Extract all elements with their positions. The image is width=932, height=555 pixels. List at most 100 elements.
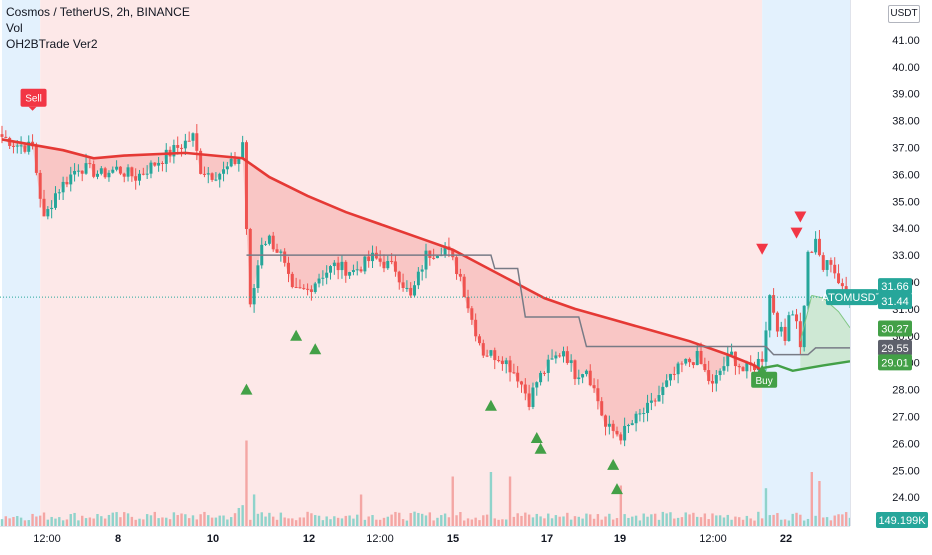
volume-bar: [107, 514, 111, 526]
candle-body: [672, 373, 676, 375]
candle-body: [294, 287, 298, 289]
candle-body: [390, 261, 394, 263]
time-axis-bg: [0, 526, 850, 550]
price-tag-stop: 29.55: [881, 343, 909, 355]
candle-body: [416, 271, 420, 286]
volume-bar: [283, 517, 286, 526]
buy-triangle-marker: [607, 458, 620, 470]
candle-body: [53, 193, 57, 208]
candle-body: [699, 350, 703, 364]
candle-body: [821, 255, 825, 270]
candle-body: [393, 261, 397, 272]
volume-bar: [138, 518, 141, 526]
candle-body: [814, 238, 818, 253]
price-tag-buy-upper: 30.27: [881, 324, 909, 336]
volume-bar: [596, 514, 600, 526]
candle-body: [69, 174, 73, 185]
volume-bar: [535, 513, 538, 526]
candle-body: [256, 265, 260, 289]
volume-bar: [191, 515, 195, 526]
candles: [0, 124, 852, 447]
candle-body: [15, 145, 19, 147]
candle-body: [145, 173, 149, 175]
price-tick-label: 26.00: [892, 438, 920, 450]
currency-button[interactable]: USDT: [888, 5, 920, 23]
candle-body: [753, 365, 757, 371]
sell-signal-box: [20, 88, 47, 107]
candle-body: [523, 384, 527, 394]
indicator-oh2btrade-label[interactable]: OH2BTrade Ver2: [6, 37, 98, 51]
candle-body: [588, 370, 592, 386]
volume-bar: [443, 513, 447, 526]
indicator-vol-label[interactable]: Vol: [6, 21, 23, 35]
price-tick-label: 37.00: [892, 143, 920, 155]
volume-bar: [363, 519, 367, 526]
candle-body: [27, 141, 31, 152]
sell-signal-pointer: [28, 106, 37, 111]
volume-bar: [336, 517, 340, 526]
volume-bar: [390, 514, 393, 526]
price-tag-buy-support: 29.01: [881, 357, 909, 369]
symbol-price-tag: ATOMUSDT: [822, 292, 883, 304]
candle-body: [248, 229, 252, 305]
volume-bar: [256, 513, 260, 526]
candle-body: [825, 260, 829, 270]
candle-body: [371, 252, 375, 262]
volume-bar: [111, 512, 114, 526]
candle-body: [455, 257, 459, 274]
volume-tag-bg: [876, 512, 928, 528]
candle-body: [829, 260, 833, 265]
candle-body: [38, 172, 42, 199]
volume-bar: [413, 511, 416, 526]
volume-bar: [543, 518, 546, 526]
candle-body: [466, 296, 470, 309]
volume-bar: [669, 512, 672, 526]
volume-bar: [673, 518, 676, 526]
volume-bar: [23, 520, 27, 526]
candle-body: [92, 164, 96, 177]
time-tick-label: 12:00: [699, 533, 727, 545]
candle-body: [57, 192, 61, 194]
candle-body: [73, 170, 77, 175]
volume-bar: [65, 519, 69, 526]
candle-body: [772, 295, 776, 313]
candle-body: [206, 173, 210, 175]
volume-bar: [19, 517, 23, 526]
volume-bar: [176, 515, 179, 526]
volume-bar: [210, 517, 214, 526]
volume-bar: [478, 520, 481, 526]
candle-body: [298, 287, 302, 289]
volume-bar: [0, 519, 4, 526]
candle-body: [592, 385, 596, 389]
volume-bar: [321, 520, 325, 526]
price-axis[interactable]: 42.0041.0040.0039.0038.0037.0036.0035.00…: [850, 0, 932, 550]
candle-body: [172, 145, 176, 157]
symbol-title[interactable]: Cosmos / TetherUS, 2h, BINANCE: [6, 5, 190, 19]
candle-body: [493, 350, 497, 361]
candle-body: [42, 198, 46, 217]
candle-body: [336, 262, 340, 271]
stop-line: [246, 254, 850, 356]
candle-body: [225, 166, 229, 170]
volume-bar: [627, 517, 630, 526]
volume-bar: [764, 488, 768, 526]
sell-signal-label: Sell: [25, 94, 42, 105]
symbol-price-tag-bg: [826, 289, 878, 306]
candle-body: [542, 372, 546, 374]
volume-bar: [69, 514, 72, 526]
volume-bar: [711, 513, 714, 526]
volume-bar: [562, 516, 565, 526]
candle-body: [840, 283, 844, 287]
candle-body: [554, 355, 558, 359]
volume-bar: [837, 514, 840, 526]
candle-body: [665, 380, 669, 387]
volume-bar: [279, 512, 283, 526]
time-axis[interactable]: 12:00 8 10 12 12:00 15 17 19 12:00 22: [0, 526, 850, 550]
volume-bar: [665, 513, 668, 526]
candle-body: [646, 402, 650, 414]
volume-bar: [260, 512, 263, 526]
candle-body: [424, 250, 428, 270]
volume-bar: [88, 517, 92, 526]
